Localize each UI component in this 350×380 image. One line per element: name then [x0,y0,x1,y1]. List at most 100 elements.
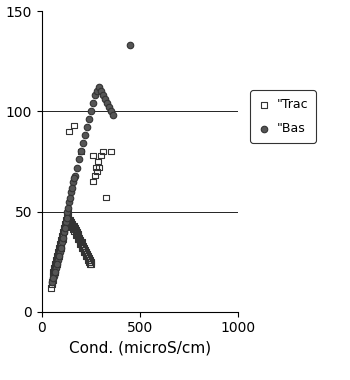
"Bas [71,179,76,185]
"Trac [77,236,83,242]
"Trac [85,255,90,261]
"Trac [72,225,78,231]
"Trac [56,253,62,259]
"Trac [61,228,66,234]
"Trac [85,256,91,263]
"Bas [69,188,74,195]
"Bas [60,234,65,241]
"Trac [60,228,65,234]
"Bas [68,195,73,201]
"Bas [71,174,77,180]
"Bas [59,239,64,245]
"Bas [56,253,62,259]
"Trac [55,249,61,255]
"Trac [68,223,73,229]
"Bas [53,264,58,271]
"Trac [64,217,70,223]
"Trac [77,241,83,247]
"Bas [127,43,133,49]
"Bas [65,209,70,215]
"Trac [76,236,82,242]
"Trac [60,233,66,239]
"Trac [71,228,77,234]
"Trac [53,256,59,263]
"Trac [52,269,57,275]
"Bas [63,218,68,225]
"Trac [87,261,93,267]
"Trac [58,244,63,250]
"Trac [86,255,91,261]
"Trac [75,233,80,239]
"Bas [102,97,107,103]
"Bas [54,261,60,267]
"Trac [81,247,86,253]
"Trac [75,231,80,237]
"Trac [64,212,69,218]
"Trac [49,279,55,285]
"Trac [83,250,88,256]
"Bas [104,100,110,106]
"Trac [58,241,64,247]
"Trac [61,225,67,231]
"Trac [74,228,80,234]
"Bas [78,149,84,155]
"Bas [70,184,75,190]
"Trac [54,261,60,267]
"Trac [69,223,75,229]
"Trac [78,239,84,245]
"Bas [49,279,55,285]
"Trac [83,253,89,259]
"Trac [71,223,77,229]
"Bas [66,204,71,211]
"Bas [55,256,61,263]
"Bas [75,165,80,171]
"Trac [79,244,85,250]
"Trac [67,218,73,225]
"Trac [86,256,92,263]
"Trac [53,261,58,267]
"Trac [71,122,77,128]
"Trac [87,258,92,264]
"Trac [94,168,100,174]
"Trac [66,220,72,226]
"Trac [95,158,101,165]
"Trac [52,264,58,271]
"Trac [90,179,96,185]
"Trac [77,239,83,245]
"Trac [73,228,78,234]
"Trac [56,249,62,255]
"Bas [76,157,82,163]
"Trac [70,223,76,229]
"Trac [55,256,60,263]
"Bas [100,92,106,98]
"Trac [74,233,79,239]
"Trac [92,173,98,179]
"Trac [66,218,71,225]
"Trac [87,256,93,263]
"Trac [76,236,81,242]
"Bas [57,249,62,255]
"Trac [62,225,68,231]
"Trac [59,233,65,239]
"Trac [80,244,86,250]
"Trac [103,195,108,201]
"Trac [66,128,72,135]
"Trac [62,228,67,234]
"Trac [79,242,84,249]
"Trac [78,149,84,155]
"Bas [58,244,63,250]
"Bas [86,116,92,122]
"Trac [100,149,106,155]
"Trac [68,217,73,223]
"Trac [90,152,96,158]
"Trac [88,258,93,264]
"Trac [62,220,67,226]
"Trac [71,226,76,233]
"Trac [50,272,56,279]
"Bas [106,105,111,111]
"Trac [56,244,62,250]
"Trac [66,212,71,218]
"Trac [49,285,54,291]
"Bas [61,228,66,234]
"Trac [81,244,87,250]
